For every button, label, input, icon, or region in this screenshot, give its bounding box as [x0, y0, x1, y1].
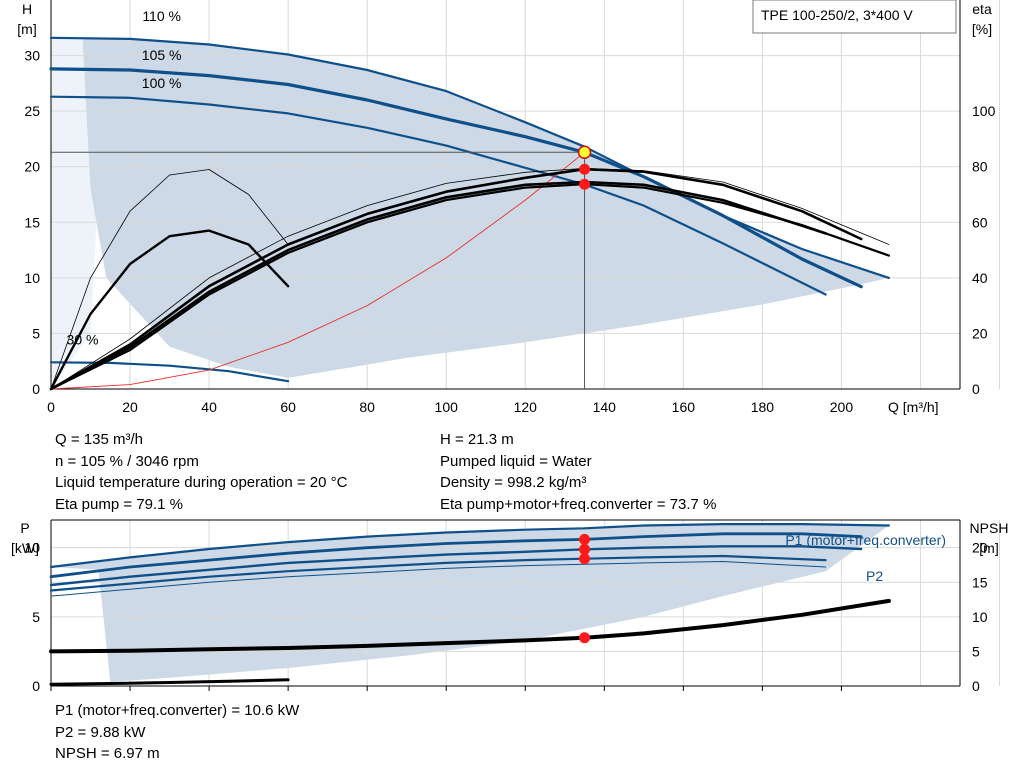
y-axis-title-right: NPSH — [970, 520, 1009, 536]
duty-point-marker — [577, 145, 592, 160]
info-p1: P1 (motor+freq.converter) = 10.6 kW — [55, 702, 300, 719]
y-tick-label-right: 20 — [972, 540, 988, 556]
y-tick-label-right: 0 — [972, 381, 980, 397]
y-axis-unit-right: [%] — [972, 21, 992, 37]
speed-label: 100 % — [142, 75, 182, 91]
series-eta-6 — [49, 229, 290, 391]
eta-marker-0 — [579, 163, 591, 175]
x-tick-label: 80 — [359, 399, 375, 415]
x-tick-label: 120 — [514, 399, 538, 415]
power-marker-1 — [579, 543, 591, 555]
info-eta-pump: Eta pump = 79.1 % — [55, 495, 183, 513]
info-head: H = 21.3 m — [440, 431, 514, 448]
y-tick-label-left: 5 — [32, 325, 40, 341]
speed-label: 30 % — [67, 332, 99, 348]
speed-label: 110 % — [142, 8, 181, 24]
power-marker-0 — [579, 533, 591, 545]
series-head-3 — [49, 361, 290, 383]
npsh-marker — [579, 632, 591, 644]
info-liquid: Pumped liquid = Water — [440, 452, 592, 470]
y-tick-label-right: 80 — [972, 159, 988, 175]
p2-curve-label: P2 — [866, 568, 883, 584]
x-tick-label: 160 — [672, 399, 696, 415]
y-tick-label-left: 25 — [24, 103, 40, 119]
x-tick-label: 200 — [830, 399, 854, 415]
y-tick-label-right: 20 — [972, 325, 988, 341]
y-tick-label-right: 40 — [972, 270, 988, 286]
series-power-0 — [49, 523, 890, 569]
series-eta-9 — [49, 180, 827, 391]
info-eta-total: Eta pump+motor+freq.converter = 73.7 % — [440, 495, 717, 513]
y-tick-label-left: 30 — [24, 48, 40, 64]
power-marker-2 — [579, 553, 591, 565]
series-eta-8 — [49, 167, 863, 391]
power-info: P1 (motor+freq.converter) = 10.6 kW P2 =… — [55, 700, 299, 765]
x-tick-label: 180 — [751, 399, 775, 415]
x-tick-label: 0 — [47, 399, 55, 415]
y-axis-title-left: H — [22, 1, 32, 17]
eta-marker-1 — [579, 178, 591, 190]
info-density: Density = 998.2 kg/m³ — [440, 474, 587, 491]
y-tick-label-left: 5 — [32, 609, 40, 625]
y-axis-unit-left: [m] — [17, 21, 36, 37]
y-tick-label-right: 60 — [972, 214, 988, 230]
info-flow: Q = 135 m³/h — [55, 431, 143, 448]
y-axis-unit-right: [m] — [979, 540, 998, 556]
info-p2: P2 = 9.88 kW — [55, 723, 146, 741]
series-eta-7 — [50, 168, 890, 390]
y-axis-title-right: eta — [972, 1, 992, 17]
y-tick-label-right: 0 — [972, 678, 980, 694]
x-tick-label: 40 — [201, 399, 217, 415]
x-tick-label: 100 — [435, 399, 459, 415]
power-envelope — [51, 524, 889, 682]
chart-title: TPE 100-250/2, 3*400 V — [761, 7, 913, 23]
series-power-4 — [50, 561, 827, 597]
x-tick-label: 20 — [122, 399, 138, 415]
y-tick-label-right: 15 — [972, 574, 988, 590]
series-head-1 — [49, 67, 863, 289]
y-tick-label-right: 10 — [972, 609, 988, 625]
y-tick-label-right: 5 — [972, 643, 980, 659]
speed-label: 105 % — [142, 47, 182, 63]
series-power-2 — [49, 545, 863, 587]
series-power-6 — [49, 678, 290, 686]
series-eta-10 — [49, 183, 890, 391]
head-efficiency-plot: 110 %105 %100 %30 %0 20 40 60 80 100 120 140 160… — [17, 0, 1001, 415]
y-tick-label-left: 20 — [24, 159, 40, 175]
y-axis-unit-left: [kW] — [11, 540, 39, 556]
p1-curve-label: P1 (motor+freq.converter) — [785, 532, 946, 548]
y-axis-title-left: P — [20, 520, 29, 536]
series-power-1 — [49, 532, 863, 579]
x-tick-label: 140 — [593, 399, 617, 415]
info-npsh: NPSH = 6.97 m — [55, 745, 160, 762]
operating-info-right: H = 21.3 m Pumped liquid = Water Density… — [440, 429, 716, 515]
y-tick-label-left: 10 — [24, 540, 40, 556]
x-tick-label: 60 — [280, 399, 296, 415]
power-npsh-plot: P1 (motor+freq.converter) P2 0 5 10 0 5 10 15 20 P… — [11, 519, 1009, 694]
y-tick-label-left: 15 — [24, 214, 40, 230]
series-system-4 — [50, 151, 585, 390]
series-power-3 — [49, 554, 827, 592]
operating-info-left: Q = 135 m³/h n = 105 % / 3046 rpm Liquid… — [55, 429, 347, 515]
series-npsh-5 — [49, 598, 891, 654]
x-axis-title: Q [m³/h] — [888, 399, 939, 415]
y-tick-label-left: 0 — [32, 678, 40, 694]
y-tick-label-right: 100 — [972, 103, 996, 119]
y-tick-label-left: 10 — [24, 270, 40, 286]
series-head-2 — [49, 95, 827, 296]
operating-envelope — [51, 37, 889, 378]
y-tick-label-left: 0 — [32, 381, 40, 397]
info-speed: n = 105 % / 3046 rpm — [55, 452, 199, 470]
series-eta-5 — [50, 169, 289, 390]
chart-title-box: TPE 100-250/2, 3*400 V — [752, 0, 957, 34]
info-temperature: Liquid temperature during operation = 20… — [55, 474, 348, 491]
